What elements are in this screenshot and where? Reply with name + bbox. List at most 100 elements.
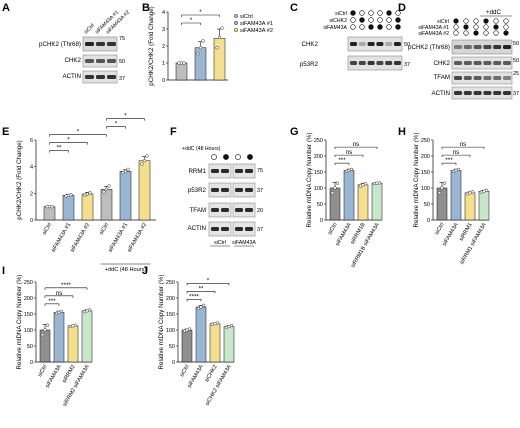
bar xyxy=(451,170,461,220)
x-tick-label: siCtrl xyxy=(37,364,49,378)
blot-band xyxy=(235,227,243,231)
condition-dot xyxy=(387,25,392,30)
y-tick-label: 4 xyxy=(30,165,33,171)
significance-label: *** xyxy=(338,157,346,164)
blot-row-label: CHK2 xyxy=(433,60,450,67)
y-tick-label: 1 xyxy=(162,61,165,67)
blot-band xyxy=(493,76,501,80)
blot-band xyxy=(493,61,501,65)
data-point xyxy=(197,52,200,55)
blot-band xyxy=(350,42,357,46)
y-tick-label: 50 xyxy=(27,344,33,350)
condition-dot xyxy=(351,11,356,16)
condition-dot xyxy=(360,25,365,30)
mw-marker: 75 xyxy=(257,168,263,174)
bar xyxy=(139,161,150,220)
x-tick-label: siFAM43A #2 xyxy=(70,222,92,254)
data-point xyxy=(199,46,202,49)
legend-label: siFAM43A #1 xyxy=(240,21,273,27)
significance-label: ns xyxy=(56,290,63,297)
y-tick-label: 0 xyxy=(30,218,33,224)
blot-band xyxy=(221,227,229,231)
data-point xyxy=(46,324,49,327)
blot-band xyxy=(394,42,401,46)
blot-row-label: TFAM xyxy=(190,207,207,214)
panel-label-f: F xyxy=(170,126,177,138)
blot-row-label: p53R2 xyxy=(300,61,319,68)
legend-marker xyxy=(234,14,238,18)
condition-dot xyxy=(211,154,216,159)
blot-row-label: pCHK2 (Thr68) xyxy=(39,41,81,48)
blot-band xyxy=(235,169,243,173)
panel-c-western-blot: siCtrl siCHK2 siFAM43A CHK2 p53R2 50 37 xyxy=(300,11,410,70)
significance-label: ns xyxy=(453,149,460,156)
blot-band xyxy=(211,169,219,173)
condition-dot xyxy=(247,154,252,159)
condition-dot xyxy=(369,18,374,23)
condition-dot xyxy=(360,11,365,16)
blot-band xyxy=(503,61,511,65)
bar xyxy=(182,330,192,362)
blot-band xyxy=(503,91,511,95)
y-axis-label: Relative mtDNA Copy Number (%) xyxy=(306,133,313,228)
y-tick-label: 150 xyxy=(314,170,323,176)
blot-band xyxy=(107,59,116,63)
lane-label: siCtrl xyxy=(83,23,96,36)
blot-band xyxy=(376,42,383,46)
y-tick-label: 4 xyxy=(162,10,165,16)
data-point xyxy=(378,181,381,184)
blot-row-label: RRM1 xyxy=(188,168,206,175)
y-tick-label: 2 xyxy=(162,44,165,50)
blot-row-label: ACTIN xyxy=(62,73,81,80)
x-tick-label: siCtrl xyxy=(42,222,54,236)
blot-band xyxy=(394,61,401,65)
data-point xyxy=(216,46,219,49)
condition-dot-row xyxy=(211,154,252,159)
condition-dot-matrix xyxy=(454,19,509,36)
x-tick-label: siRRM2 siFAM43A xyxy=(62,364,91,408)
data-point xyxy=(183,62,186,65)
blot-band xyxy=(376,61,383,65)
x-tick-label: siFAM43A #1 xyxy=(51,222,73,254)
y-axis-label: Relative mtDNA Copy Number (%) xyxy=(158,275,165,370)
mw-marker: 37 xyxy=(257,227,263,233)
blot-band xyxy=(211,188,219,192)
condition-label: siFAM43A xyxy=(323,25,347,31)
significance-label: ns xyxy=(353,141,360,148)
condition-label: siCHK2 xyxy=(329,18,347,24)
condition-dot xyxy=(387,11,392,16)
bar xyxy=(196,307,206,362)
x-tick-label: siCtrl xyxy=(99,222,111,236)
x-tick-label: siFAM43A #1 xyxy=(108,222,130,254)
data-point xyxy=(124,170,127,173)
blot-band xyxy=(107,42,116,46)
blot-band xyxy=(368,42,375,46)
blot-band xyxy=(359,61,366,65)
legend-label: siCtrl xyxy=(240,14,253,20)
y-tick-label: 200 xyxy=(314,154,323,160)
blot-band xyxy=(221,188,229,192)
panel-f-western-blot: +ddC (48 Hours) RRM1 p53R2 TFAM ACTIN 75… xyxy=(182,146,263,246)
y-tick-label: 150 xyxy=(166,312,175,318)
y-tick-label: 250 xyxy=(421,138,430,144)
panel-label-e: E xyxy=(2,126,9,138)
blot-band xyxy=(474,45,482,49)
data-point xyxy=(202,304,205,307)
data-point xyxy=(364,182,367,185)
bar xyxy=(195,48,206,80)
bar xyxy=(479,191,489,220)
panel-a-western-blot: siCtrl siFAM43A #1 siFAM43A #2 pCHK2 (Th… xyxy=(39,9,131,83)
data-point xyxy=(485,189,488,192)
panel-d-western-blot: +ddC siCtrl siFAM43A #1 siFAM43A #2 pCHK… xyxy=(408,9,519,99)
bar xyxy=(358,185,368,220)
condition-dot xyxy=(484,19,489,24)
panel-label-c: C xyxy=(290,2,298,14)
y-tick-label: 200 xyxy=(24,296,33,302)
x-tick-label: siCtrl xyxy=(434,222,446,236)
y-tick-label: 250 xyxy=(24,280,33,286)
data-point xyxy=(457,168,460,171)
ddc-header: +ddC xyxy=(486,9,501,16)
y-tick-label: 100 xyxy=(24,328,33,334)
y-tick-label: 50 xyxy=(169,344,175,350)
